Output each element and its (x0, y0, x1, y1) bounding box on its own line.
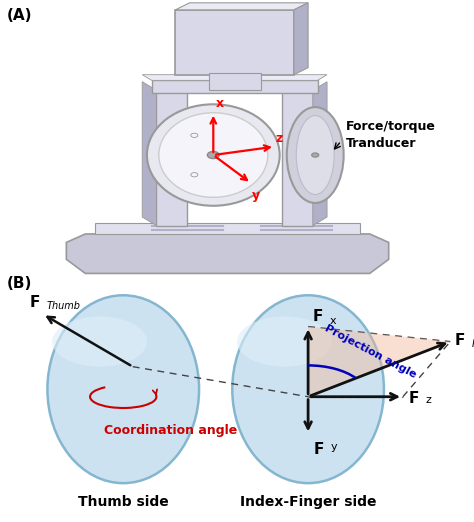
Ellipse shape (237, 316, 332, 366)
Bar (152, 80, 318, 93)
Text: $\mathbf{F}$: $\mathbf{F}$ (313, 441, 324, 457)
Polygon shape (313, 82, 327, 226)
Bar (282, 90, 313, 226)
Text: Index-Finger side: Index-Finger side (240, 495, 376, 509)
Text: z: z (426, 396, 431, 406)
Ellipse shape (232, 295, 384, 483)
Text: $\mathbf{F}$: $\mathbf{F}$ (454, 333, 465, 348)
Polygon shape (308, 327, 450, 397)
Text: Index: Index (472, 339, 474, 349)
Text: (B): (B) (7, 277, 33, 291)
Bar (209, 73, 261, 90)
FancyBboxPatch shape (175, 10, 294, 75)
Polygon shape (142, 82, 156, 226)
Text: Coordination angle: Coordination angle (104, 424, 237, 437)
Text: y: y (252, 189, 260, 202)
Ellipse shape (287, 107, 344, 203)
Ellipse shape (52, 316, 147, 366)
Polygon shape (175, 3, 308, 10)
Ellipse shape (47, 295, 199, 483)
Bar (156, 90, 187, 226)
Polygon shape (142, 75, 327, 80)
Text: y: y (331, 442, 337, 452)
Ellipse shape (159, 113, 268, 197)
Text: $\mathbf{F}$: $\mathbf{F}$ (408, 390, 419, 406)
Text: $\mathbf{F}$: $\mathbf{F}$ (312, 308, 323, 324)
Polygon shape (294, 3, 308, 75)
Text: Thumb side: Thumb side (78, 495, 169, 509)
Polygon shape (95, 223, 360, 234)
Ellipse shape (296, 115, 334, 195)
Text: $\mathbf{F}$: $\mathbf{F}$ (29, 294, 40, 310)
Ellipse shape (312, 153, 319, 157)
Text: Force/torque
Tranducer: Force/torque Tranducer (346, 120, 436, 150)
Text: z: z (276, 132, 283, 145)
Ellipse shape (147, 104, 280, 206)
Text: Projection angle: Projection angle (323, 323, 418, 380)
Text: (A): (A) (7, 8, 33, 23)
Text: Thumb: Thumb (46, 301, 81, 311)
Text: x: x (216, 97, 224, 110)
Ellipse shape (207, 151, 219, 159)
Text: x: x (329, 316, 336, 326)
Polygon shape (66, 234, 389, 274)
